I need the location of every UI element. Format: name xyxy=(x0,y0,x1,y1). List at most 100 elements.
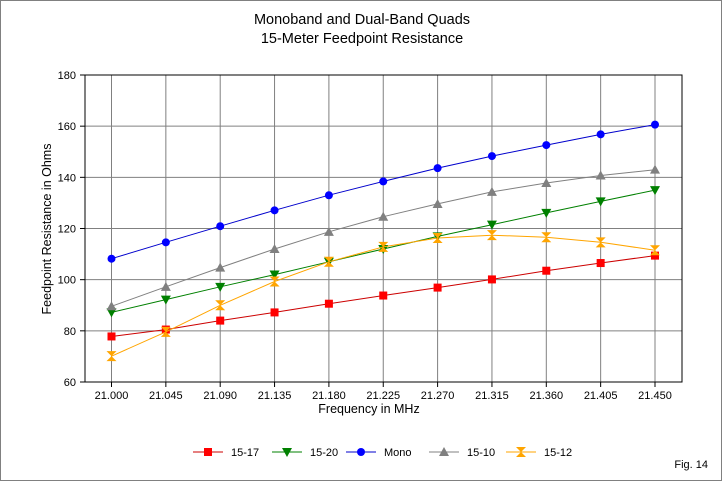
legend-item-15-10: 15-10 xyxy=(429,447,495,459)
data-point xyxy=(106,308,117,318)
y-tick-label: 80 xyxy=(64,326,76,338)
x-tick-label: 21.405 xyxy=(584,390,618,402)
data-point xyxy=(161,238,170,247)
data-point xyxy=(542,141,551,150)
y-tick-label: 60 xyxy=(64,377,76,389)
legend-item-15-12: 15-12 xyxy=(506,447,572,459)
data-point xyxy=(323,226,334,236)
x-tick-label: 21.180 xyxy=(312,390,346,402)
data-point xyxy=(107,332,116,341)
legend-item-15-20: 15-20 xyxy=(272,447,338,459)
data-point xyxy=(650,186,660,196)
data-point xyxy=(324,191,333,200)
data-point xyxy=(595,197,606,207)
data-point xyxy=(651,120,659,129)
data-point xyxy=(107,254,116,263)
data-point xyxy=(541,208,552,218)
data-point xyxy=(541,232,552,243)
data-point xyxy=(215,282,226,292)
legend: 15-17 15-20 Mono 15-10 15-12 xyxy=(193,447,572,459)
x-axis-title: Frequency in MHz xyxy=(318,402,419,416)
data-point xyxy=(432,232,443,243)
data-point xyxy=(433,283,442,292)
data-point xyxy=(106,351,117,362)
data-point xyxy=(379,177,388,186)
data-point xyxy=(541,177,552,187)
data-point xyxy=(216,316,225,325)
grid-lines xyxy=(85,75,682,382)
legend-label: 15-17 xyxy=(231,447,259,459)
data-point xyxy=(487,152,496,161)
data-point xyxy=(106,301,117,311)
x-tick-label: 21.360 xyxy=(529,390,563,402)
data-point xyxy=(486,230,497,241)
series-mono xyxy=(107,120,659,263)
data-point xyxy=(650,245,660,256)
data-point xyxy=(651,251,659,260)
data-point xyxy=(379,291,388,300)
data-point xyxy=(595,170,606,180)
data-point xyxy=(215,262,226,272)
figure-label: Fig. 14 xyxy=(674,459,708,471)
x-tick-label: 21.045 xyxy=(149,390,183,402)
x-tick-label: 21.000 xyxy=(95,390,129,402)
data-point xyxy=(269,243,280,253)
data-point xyxy=(204,448,212,456)
y-tick-label: 180 xyxy=(58,70,76,82)
data-point xyxy=(378,241,389,252)
y-tick-label: 140 xyxy=(58,172,76,184)
data-point xyxy=(215,300,226,311)
x-tick-label: 21.135 xyxy=(258,390,292,402)
data-point xyxy=(160,295,171,305)
legend-label: Mono xyxy=(384,447,412,459)
data-point xyxy=(486,220,497,230)
data-point xyxy=(433,164,442,173)
data-point xyxy=(282,448,292,457)
y-tick-label: 100 xyxy=(58,275,76,287)
data-point xyxy=(650,164,660,174)
legend-label: 15-20 xyxy=(310,447,338,459)
legend-item-mono: Mono xyxy=(346,447,412,459)
data-point xyxy=(324,299,333,308)
x-tick-label: 21.450 xyxy=(638,390,672,402)
legend-label: 15-10 xyxy=(467,447,495,459)
y-axis: 60 80 100 120 140 160 180 xyxy=(58,70,85,389)
y-tick-label: 160 xyxy=(58,121,76,133)
data-point xyxy=(323,256,334,267)
data-point xyxy=(542,266,551,275)
series-layer xyxy=(106,120,660,362)
chart-title-line-1: Monoband and Dual-Band Quads xyxy=(254,12,470,28)
data-point xyxy=(487,275,496,284)
x-tick-label: 21.225 xyxy=(366,390,400,402)
x-tick-label: 21.270 xyxy=(421,390,455,402)
x-axis: 21.000 21.045 21.090 21.135 21.180 21.225 21.2… xyxy=(95,382,672,402)
data-point xyxy=(269,276,280,287)
data-point xyxy=(216,222,225,231)
data-point xyxy=(596,130,605,139)
data-point xyxy=(486,186,497,196)
data-point xyxy=(432,198,443,208)
y-tick-label: 120 xyxy=(58,224,76,236)
y-axis-title: Feedpoint Resistance in Ohms xyxy=(40,144,54,315)
data-point xyxy=(595,237,606,248)
data-point xyxy=(596,259,605,268)
x-tick-label: 21.315 xyxy=(475,390,509,402)
data-point xyxy=(160,326,171,337)
series-15-12 xyxy=(106,230,660,362)
legend-item-15-17: 15-17 xyxy=(193,447,259,459)
data-point xyxy=(270,206,279,215)
data-point xyxy=(357,448,365,456)
data-point xyxy=(269,270,280,280)
data-point xyxy=(378,211,389,221)
series-15-17 xyxy=(107,251,659,341)
data-point xyxy=(439,447,449,456)
data-point xyxy=(160,281,171,291)
data-point xyxy=(516,447,526,457)
series-15-10 xyxy=(106,164,660,311)
chart-title-line-2: 15-Meter Feedpoint Resistance xyxy=(261,31,463,47)
legend-label: 15-12 xyxy=(544,447,572,459)
series-line-15-12 xyxy=(111,234,656,357)
data-point xyxy=(270,308,279,317)
